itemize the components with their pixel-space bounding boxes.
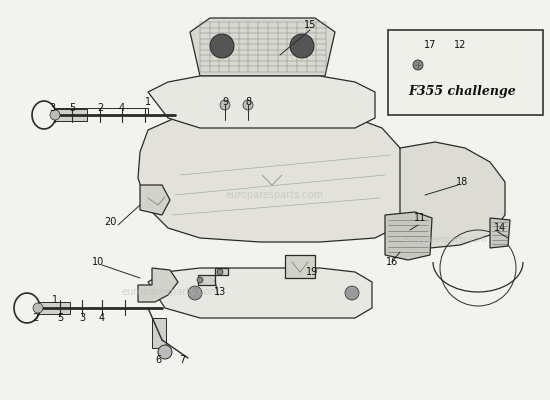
Text: 18: 18 (456, 177, 468, 187)
Polygon shape (148, 76, 375, 128)
Text: 2: 2 (32, 313, 38, 323)
Circle shape (220, 100, 230, 110)
Circle shape (197, 277, 203, 283)
Text: 5: 5 (69, 103, 75, 113)
Polygon shape (385, 212, 432, 260)
Text: 16: 16 (386, 257, 398, 267)
Text: 4: 4 (99, 313, 105, 323)
Polygon shape (138, 268, 178, 302)
Text: 11: 11 (414, 213, 426, 223)
Polygon shape (138, 115, 410, 242)
Text: 15: 15 (304, 20, 316, 30)
Circle shape (413, 60, 423, 70)
Text: 10: 10 (92, 257, 104, 267)
Text: 3: 3 (49, 103, 55, 113)
Text: europaresparts.com: europaresparts.com (226, 190, 324, 200)
Text: 13: 13 (214, 287, 226, 297)
Circle shape (33, 303, 43, 313)
Text: 9: 9 (222, 97, 228, 107)
Bar (388, 30, 543, 115)
Circle shape (188, 286, 202, 300)
Circle shape (243, 100, 253, 110)
Text: 19: 19 (306, 267, 318, 277)
Text: 3: 3 (79, 313, 85, 323)
Bar (152, 318, 166, 348)
Text: 20: 20 (104, 217, 116, 227)
Text: 7: 7 (179, 355, 185, 365)
Text: 14: 14 (494, 223, 506, 233)
Text: 17: 17 (424, 40, 436, 50)
Text: europaresparts.com: europaresparts.com (403, 236, 487, 244)
Polygon shape (190, 18, 335, 76)
Polygon shape (198, 268, 228, 285)
Text: 6: 6 (155, 355, 161, 365)
Polygon shape (400, 142, 505, 248)
Bar (38, 302, 70, 314)
Polygon shape (490, 218, 510, 248)
Bar (55, 109, 87, 121)
Polygon shape (285, 255, 315, 278)
Circle shape (217, 269, 223, 275)
Text: 1: 1 (52, 295, 58, 305)
Circle shape (290, 34, 314, 58)
Polygon shape (148, 268, 372, 318)
Polygon shape (140, 185, 170, 215)
Text: 1: 1 (145, 97, 151, 107)
Text: F355 challenge: F355 challenge (408, 86, 516, 98)
Circle shape (158, 345, 172, 359)
Text: 5: 5 (57, 313, 63, 323)
Text: 4: 4 (119, 103, 125, 113)
Circle shape (50, 110, 60, 120)
Circle shape (345, 286, 359, 300)
Text: 12: 12 (454, 40, 466, 50)
Text: 8: 8 (245, 97, 251, 107)
Circle shape (210, 34, 234, 58)
Text: 2: 2 (97, 103, 103, 113)
Text: europaresparts.com: europaresparts.com (121, 287, 219, 297)
